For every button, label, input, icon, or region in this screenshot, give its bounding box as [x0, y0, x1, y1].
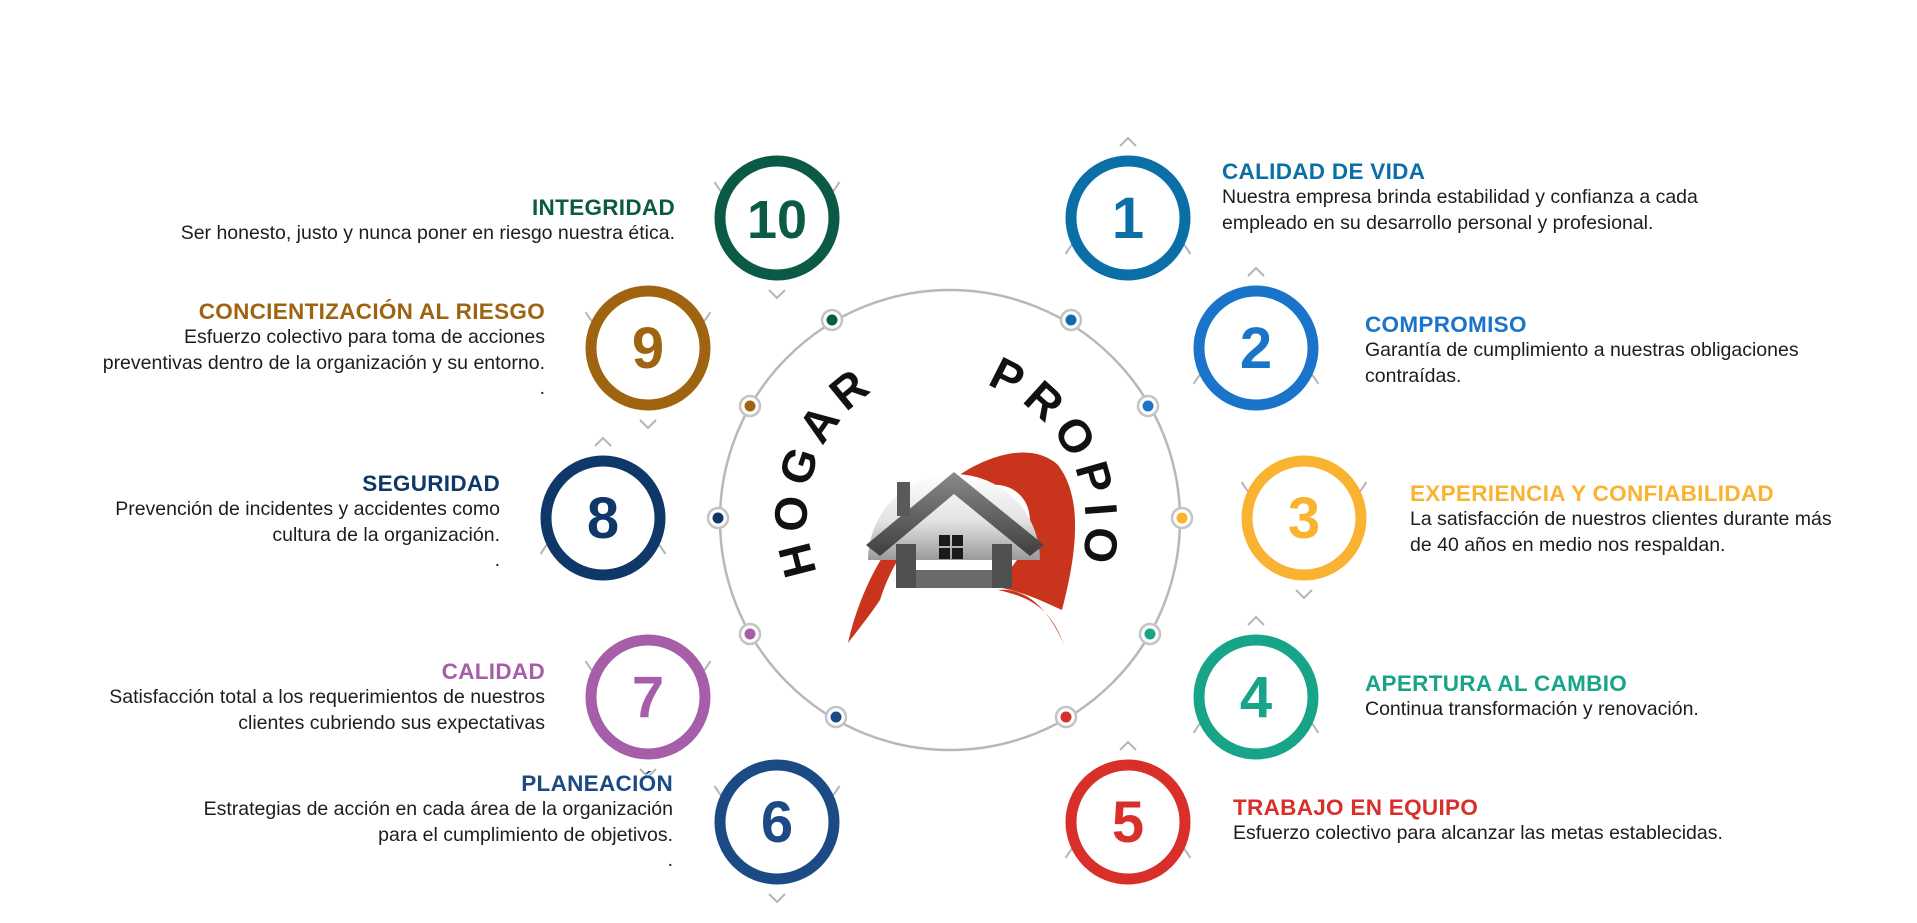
value-label-10: INTEGRIDAD Ser honesto, justo y nunca pon…	[145, 194, 675, 247]
value-badge-2: 2	[1192, 266, 1320, 411]
value-badge-7: 7	[584, 634, 712, 779]
value-title: TRABAJO EN EQUIPO	[1233, 795, 1479, 820]
value-number-4: 4	[1240, 665, 1272, 730]
value-description: Garantía de cumplimiento a nuestras obli…	[1365, 339, 1799, 387]
value-badge-10: 10	[713, 155, 841, 300]
connector-dot-3	[1170, 506, 1194, 530]
connector-dot-6	[824, 705, 848, 729]
value-badge-9: 9	[584, 285, 712, 430]
value-number-8: 8	[587, 486, 619, 551]
connector-dot-9	[738, 394, 762, 418]
hogar-propio-logo: HOGAR PROPIO	[764, 346, 1121, 645]
logo-word-hogar: HOGAR	[764, 354, 884, 583]
logo-dome	[868, 474, 1040, 560]
value-badge-3: 3	[1240, 455, 1368, 600]
value-number-1: 1	[1112, 186, 1144, 251]
value-description: Esfuerzo colectivo para alcanzar las met…	[1233, 822, 1723, 844]
ring-connectors	[706, 308, 1194, 729]
value-label-8: SEGURIDAD Prevención de incidentes y acci…	[0, 470, 500, 574]
value-description: Nuestra empresa brinda estabilidad y con…	[1222, 186, 1698, 234]
value-label-4: APERTURA AL CAMBIO Continua transformació…	[1365, 670, 1895, 723]
connector-dot-4	[1138, 622, 1162, 646]
connector-dot-10	[820, 308, 844, 332]
connector-dot-7	[738, 622, 762, 646]
value-title: SEGURIDAD	[362, 471, 500, 496]
value-description: Prevención de incidentes y accidentes co…	[115, 498, 500, 571]
value-label-9: CONCIENTIZACIÓN AL RIESGO Esfuerzo colect…	[15, 298, 545, 402]
value-title: APERTURA AL CAMBIO	[1365, 671, 1628, 696]
logo-swoosh-right	[998, 589, 1064, 645]
value-badges: 1 2 3 4 5 6 7 8 9 10	[539, 136, 1368, 904]
connector-dot-2	[1136, 394, 1160, 418]
value-label-1: CALIDAD DE VIDA Nuestra empresa brinda es…	[1222, 158, 1752, 236]
value-label-3: EXPERIENCIA Y CONFIABILIDAD La satisfacci…	[1410, 480, 1917, 558]
value-number-7: 7	[632, 665, 664, 730]
value-title: CALIDAD DE VIDA	[1222, 159, 1426, 184]
connector-dot-1	[1059, 308, 1083, 332]
value-description: Estrategias de acción en cada área de la…	[203, 798, 673, 871]
connector-dot-8	[706, 506, 730, 530]
value-label-2: COMPROMISO Garantía de cumplimiento a nue…	[1365, 311, 1895, 389]
value-label-5: TRABAJO EN EQUIPO Esfuerzo colectivo para…	[1233, 794, 1763, 847]
value-number-3: 3	[1288, 486, 1320, 551]
value-title: COMPROMISO	[1365, 312, 1527, 337]
house-icon	[866, 472, 1044, 588]
value-title: INTEGRIDAD	[532, 195, 675, 220]
value-description: Satisfacción total a los requerimientos …	[109, 686, 545, 734]
value-title: CONCIENTIZACIÓN AL RIESGO	[198, 299, 545, 324]
value-description: Ser honesto, justo y nunca poner en ries…	[180, 222, 675, 244]
value-title: PLANEACIÓN	[521, 771, 673, 796]
value-description: Esfuerzo colectivo para toma de acciones…	[102, 326, 545, 399]
value-badge-5: 5	[1064, 740, 1192, 885]
value-badge-6: 6	[713, 759, 841, 904]
value-badge-1: 1	[1064, 136, 1192, 281]
value-title: EXPERIENCIA Y CONFIABILIDAD	[1410, 481, 1774, 506]
value-number-10: 10	[747, 190, 807, 250]
value-label-6: PLANEACIÓN Estrategias de acción en cada …	[143, 770, 673, 874]
connector-dot-5	[1054, 705, 1078, 729]
value-number-9: 9	[632, 316, 664, 381]
value-number-6: 6	[761, 790, 793, 855]
value-number-5: 5	[1112, 790, 1144, 855]
value-description: Continua transformación y renovación.	[1365, 698, 1699, 720]
value-label-7: CALIDAD Satisfacción total a los requerim…	[15, 658, 545, 736]
value-number-2: 2	[1240, 316, 1272, 381]
value-title: CALIDAD	[441, 659, 545, 684]
value-badge-8: 8	[539, 436, 667, 581]
value-description: La satisfacción de nuestros clientes dur…	[1410, 508, 1832, 556]
value-badge-4: 4	[1192, 615, 1320, 760]
